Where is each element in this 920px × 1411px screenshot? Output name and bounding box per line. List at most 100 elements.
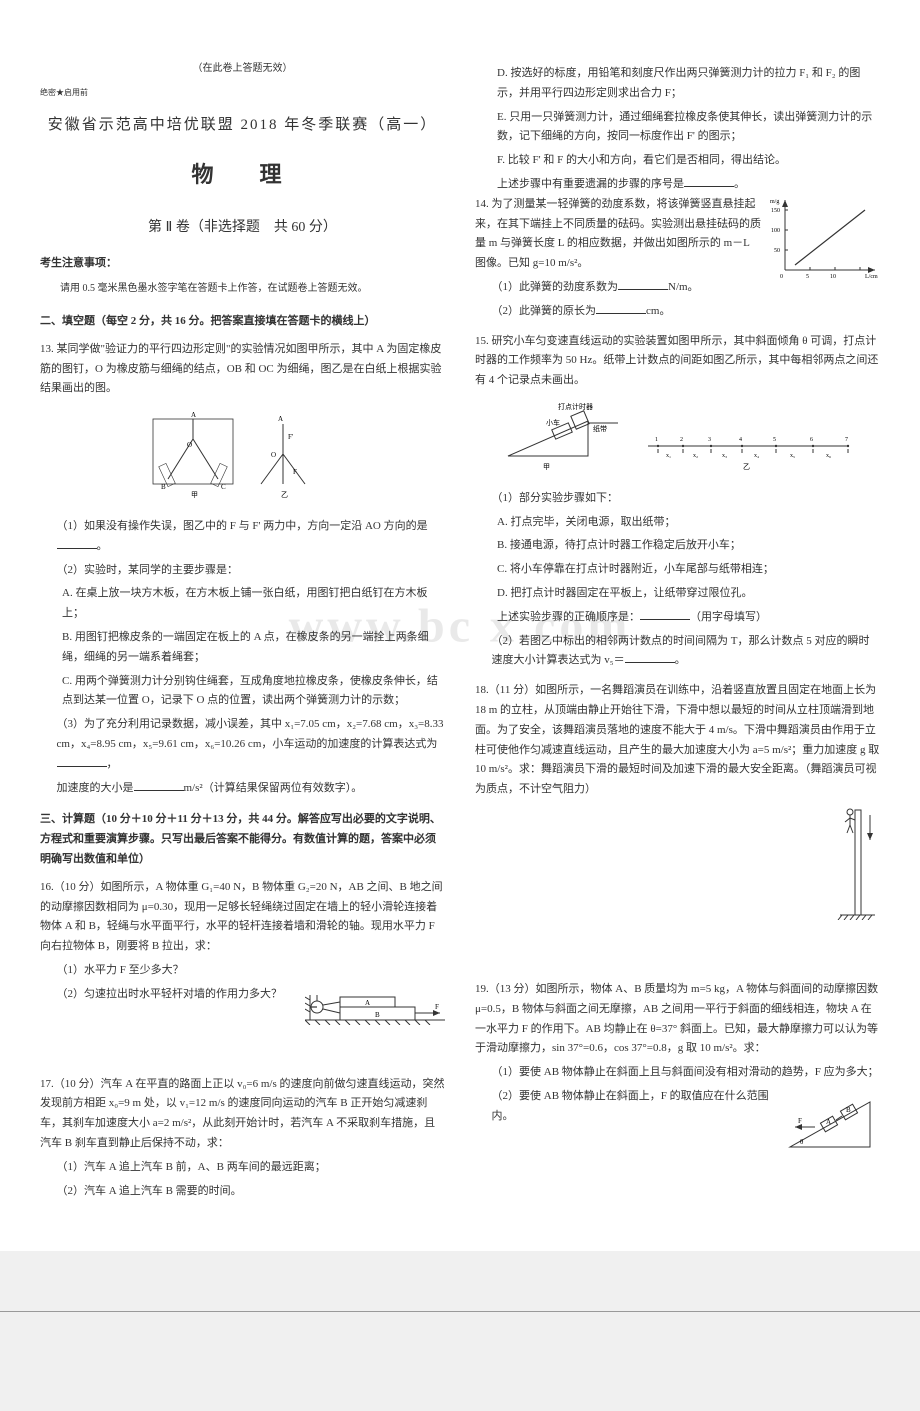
- top-note: （在此卷上答题无效）: [40, 60, 445, 78]
- q15-diagram: 打点计时器 小车 纸带 甲 1234567 x₁x₂x₃x₄x₅x₆ 乙: [475, 401, 880, 479]
- q16-sub1: （1）水平力 F 至少多大？: [40, 961, 445, 981]
- svg-text:A: A: [191, 411, 196, 419]
- q18-diagram: [830, 800, 880, 920]
- q16-sub2-row: A B F （2）匀速拉出时水平轻杆对墙的作用力多大？: [40, 985, 445, 1025]
- q15-optA: A. 打点完毕，关闭电源，取出纸带；: [475, 513, 880, 533]
- q14-diagram: 50 100 150 0 5 10 L/cm m/g: [770, 195, 880, 285]
- q13-sub3c-text: m/s²（计算结果保留两位有效数字）。: [184, 782, 363, 794]
- q15-sub1: （1）部分实验步骤如下：: [475, 489, 880, 509]
- left-column: （在此卷上答题无效） 绝密★启用前 安徽省示范高中培优联盟 2018 年冬季联赛…: [40, 60, 445, 1211]
- q15-sub2: （2）若图乙中标出的相邻两计数点的时间间隔为 T，那么计数点 5 对应的瞬时速度…: [475, 632, 880, 672]
- q13-tail-end: 。: [734, 178, 745, 190]
- svg-text:B: B: [161, 483, 166, 491]
- notice-text: 请用 0.5 毫米黑色墨水签字笔在答题卡上作答，在试题卷上答题无效。: [40, 280, 445, 298]
- q13-stem: 13. 某同学做"验证力的平行四边形定则"的实验情况如图甲所示，其中 A 为固定…: [40, 340, 445, 399]
- q17-sub1: （1）汽车 A 追上汽车 B 前，A、B 两车间的最远距离；: [40, 1158, 445, 1178]
- svg-text:A: A: [278, 415, 283, 423]
- q18-stem: 18.（11 分）如图所示，一名舞蹈演员在训练中，沿着竖直放置且固定在地面上长为…: [475, 681, 880, 800]
- svg-text:A: A: [826, 1118, 831, 1126]
- q15-optB: B. 接通电源，待打点计时器工作稳定后放开小车；: [475, 536, 880, 556]
- q14-sub1-text: （1）此弹簧的劲度系数为: [492, 281, 619, 293]
- svg-text:5: 5: [806, 274, 809, 280]
- exam-title: 安徽省示范高中培优联盟 2018 年冬季联赛（高一）: [40, 112, 445, 139]
- part3-title: 三、计算题（10 分＋10 分＋11 分＋13 分，共 44 分。解答应写出必要…: [40, 810, 445, 869]
- svg-text:x₂: x₂: [693, 453, 698, 459]
- svg-text:x₃: x₃: [722, 453, 727, 459]
- svg-text:x₄: x₄: [754, 453, 759, 459]
- q13-sub3-text: （3）为了充分利用记录数据，减小误差，其中 x₁=7.05 cm，x₂=7.68…: [57, 718, 444, 750]
- q13-tail-text: 上述步骤中有重要遗漏的步骤的序号是: [497, 178, 684, 190]
- q15: 15. 研究小车匀变速直线运动的实验装置如图甲所示，其中斜面倾角 θ 可调，打点…: [475, 332, 880, 672]
- notice-label: 考生注意事项：: [40, 254, 445, 274]
- svg-text:乙: 乙: [743, 463, 750, 471]
- q17-stem: 17.（10 分）汽车 A 在平直的路面上正以 v₀=6 m/s 的速度向前做匀…: [40, 1075, 445, 1154]
- q13-sub1: （1）如果没有操作失误，图乙中的 F 与 F' 两力中，方向一定沿 AO 方向的…: [40, 517, 445, 557]
- q15-optD: D. 把打点计时器固定在平板上，让纸带穿过限位孔。: [475, 584, 880, 604]
- q15-sub2end: 。: [675, 654, 686, 666]
- svg-text:10: 10: [830, 274, 836, 280]
- q13-sub3: （3）为了充分利用记录数据，减小误差，其中 x₁=7.05 cm，x₂=7.68…: [40, 715, 445, 774]
- svg-text:x₅: x₅: [790, 453, 795, 459]
- svg-text:F: F: [293, 468, 297, 476]
- svg-text:小车: 小车: [546, 418, 560, 427]
- q19-sub1: （1）要使 AB 物体静止在斜面上且与斜面间没有相对滑动的趋势，F 应为多大；: [475, 1063, 880, 1083]
- svg-text:2: 2: [680, 437, 683, 443]
- part2-title: 二、填空题（每空 2 分，共 16 分。把答案直接填在答题卡的横线上）: [40, 312, 445, 332]
- q13-sub3b-text: 加速度的大小是: [57, 782, 134, 794]
- q13-optE: E. 只用一只弹簧测力计，通过细绳套拉橡皮条使其伸长，读出弹簧测力计的示数，记下…: [475, 108, 880, 148]
- q17-sub2: （2）汽车 A 追上汽车 B 需要的时间。: [40, 1182, 445, 1202]
- svg-text:4: 4: [739, 437, 742, 443]
- q13-optB: B. 用图钉把橡皮条的一端固定在板上的 A 点，在橡皮条的另一端拴上两条细绳，细…: [40, 628, 445, 668]
- q19-diagram: A B F θ: [780, 1087, 880, 1157]
- svg-text:1: 1: [655, 437, 658, 443]
- q13-optC: C. 用两个弹簧测力计分别钩住绳套，互成角度地拉橡皮条，使橡皮条伸长，结点到达某…: [40, 672, 445, 712]
- svg-text:7: 7: [845, 437, 848, 443]
- q14-sub2u: cm。: [646, 305, 670, 317]
- svg-text:A: A: [365, 999, 370, 1007]
- q17: 17.（10 分）汽车 A 在平直的路面上正以 v₀=6 m/s 的速度向前做匀…: [40, 1075, 445, 1202]
- q13-diagram: A O B C 甲 A O F' F 乙: [40, 409, 445, 507]
- q16-diagram: A B F: [305, 985, 445, 1025]
- svg-text:x₆: x₆: [826, 453, 831, 459]
- q16-sub2: （2）匀速拉出时水平轻杆对墙的作用力多大？: [57, 988, 283, 1000]
- q13-tail: 上述步骤中有重要遗漏的步骤的序号是 。: [475, 175, 880, 195]
- q15-optC: C. 将小车停靠在打点计时器附近，小车尾部与纸带相连；: [475, 560, 880, 580]
- svg-text:6: 6: [810, 437, 813, 443]
- q13-optF: F. 比较 F' 和 F 的大小和方向，看它们是否相同，得出结论。: [475, 151, 880, 171]
- right-column: D. 按选好的标度，用铅笔和刻度尺作出两只弹簧测力计的拉力 F₁ 和 F₂ 的图…: [475, 60, 880, 1211]
- q16-stem: 16.（10 分）如图所示，A 物体重 G₁=40 N，B 物体重 G₂=20 …: [40, 878, 445, 957]
- svg-text:打点计时器: 打点计时器: [558, 402, 593, 411]
- svg-text:L/cm: L/cm: [865, 274, 878, 280]
- svg-text:C: C: [221, 483, 226, 491]
- svg-text:0: 0: [780, 274, 783, 280]
- svg-text:x₁: x₁: [666, 453, 671, 459]
- svg-text:甲: 甲: [543, 463, 550, 471]
- q15-tail: 上述实验步骤的正确顺序是：（用字母填写）: [475, 608, 880, 628]
- q19-sub2: （2）要使 AB 物体静止在斜面上，F 的取值应在什么范围内。: [492, 1090, 769, 1122]
- q13-sub3b: 加速度的大小是 m/s²（计算结果保留两位有效数字）。: [40, 779, 445, 799]
- svg-text:甲: 甲: [191, 491, 198, 499]
- q15-stem: 15. 研究小车匀变速直线运动的实验装置如图甲所示，其中斜面倾角 θ 可调，打点…: [475, 332, 880, 391]
- subject-title: 物 理: [40, 155, 445, 195]
- svg-text:B: B: [846, 1106, 851, 1114]
- seal-label: 绝密★启用前: [40, 86, 445, 100]
- svg-text:O: O: [187, 441, 192, 449]
- q16: 16.（10 分）如图所示，A 物体重 G₁=40 N，B 物体重 G₂=20 …: [40, 878, 445, 1025]
- q15-tail2: （用字母填写）: [690, 611, 767, 623]
- svg-text:B: B: [375, 1011, 380, 1019]
- q13-optA: A. 在桌上放一块方木板，在方木板上铺一张白纸，用图钉把白纸钉在方木板上；: [40, 584, 445, 624]
- page-bottom: [0, 1311, 920, 1411]
- svg-text:50: 50: [774, 248, 780, 254]
- svg-text:5: 5: [773, 437, 776, 443]
- q13-sub2: （2）实验时，某同学的主要步骤是：: [40, 561, 445, 581]
- q13-sub1-text: （1）如果没有操作失误，图乙中的 F 与 F' 两力中，方向一定沿 AO 方向的…: [57, 520, 428, 532]
- q14-sub1u: N/m。: [668, 281, 699, 293]
- q18: 18.（11 分）如图所示，一名舞蹈演员在训练中，沿着竖直放置且固定在地面上长为…: [475, 681, 880, 920]
- svg-text:O: O: [271, 451, 276, 459]
- q19: 19.（13 分）如图所示，物体 A、B 质量均为 m=5 kg，A 物体与斜面…: [475, 980, 880, 1157]
- q14: 50 100 150 0 5 10 L/cm m/g 14. 为了测量某一轻弹簧…: [475, 195, 880, 322]
- q14-sub2-text: （2）此弹簧的原长为: [492, 305, 597, 317]
- svg-text:m/g: m/g: [770, 199, 779, 205]
- q13-optD: D. 按选好的标度，用铅笔和刻度尺作出两只弹簧测力计的拉力 F₁ 和 F₂ 的图…: [475, 64, 880, 104]
- svg-text:F: F: [435, 1003, 439, 1011]
